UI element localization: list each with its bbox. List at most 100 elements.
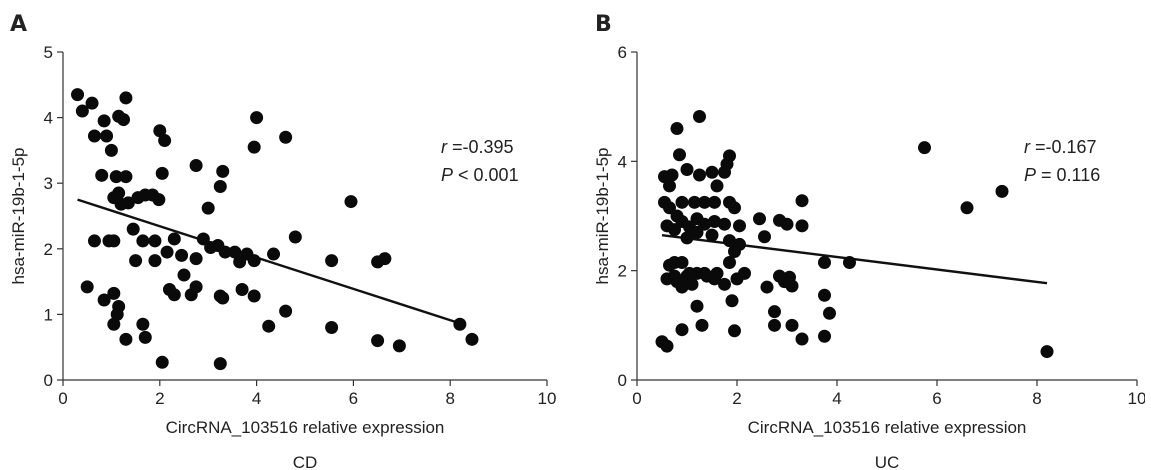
data-point	[167, 232, 181, 246]
data-point	[97, 114, 111, 128]
x-tick-label: 6	[349, 389, 358, 408]
data-point	[668, 223, 681, 237]
x-tick-label: 2	[732, 389, 741, 408]
data-point	[728, 245, 741, 259]
data-point	[155, 355, 169, 369]
data-point	[780, 217, 794, 231]
data-point	[107, 234, 121, 248]
data-point	[685, 277, 699, 291]
data-point	[247, 140, 261, 154]
data-point	[325, 321, 339, 335]
data-point	[675, 195, 689, 209]
data-point	[660, 339, 674, 353]
data-point	[723, 255, 736, 269]
data-point	[768, 318, 781, 332]
data-point	[453, 317, 467, 331]
data-point	[698, 195, 711, 209]
panel-a: A 0 2 4 6 8 10 0 1 2 3 4 5 CircRNA_103516 relative ex…	[0, 0, 560, 470]
y-tick-label: 5	[44, 43, 53, 62]
data-point	[823, 306, 836, 320]
data-point	[148, 234, 162, 248]
data-point	[960, 201, 974, 215]
data-point	[733, 219, 746, 233]
data-point	[138, 330, 152, 344]
y-axis-label: hsa-miR-19b-1-5p	[593, 148, 612, 285]
data-point	[698, 217, 711, 231]
chart-caption: CD	[293, 453, 318, 470]
data-point	[189, 280, 203, 294]
data-point	[155, 166, 169, 180]
data-point	[80, 280, 94, 294]
y-tick-label: 2	[618, 262, 627, 281]
y-tick-label: 4	[44, 109, 53, 128]
data-point	[177, 268, 191, 282]
data-point	[698, 266, 711, 280]
y-tick-label: 1	[44, 305, 53, 324]
y-tick-label: 4	[618, 152, 627, 171]
data-point	[680, 163, 694, 177]
stat-r: r =-0.395	[441, 137, 514, 157]
data-point	[153, 124, 167, 138]
data-point	[753, 212, 766, 226]
y-tick-label: 6	[618, 43, 627, 62]
data-point	[690, 299, 704, 313]
data-point	[843, 255, 856, 269]
data-point	[760, 280, 774, 294]
x-tick-label: 2	[155, 389, 164, 408]
data-point	[693, 110, 706, 124]
data-point	[995, 184, 1009, 198]
data-point	[392, 339, 406, 353]
y-tick-label: 3	[44, 174, 53, 193]
data-point	[785, 318, 799, 332]
data-point	[97, 293, 111, 307]
data-point	[728, 201, 741, 215]
panel-b: B 0 2 4 6 8 10 0 2 4 6 CircRNA_103516 relative expr…	[585, 0, 1145, 470]
data-point	[708, 272, 721, 286]
data-point	[148, 254, 162, 268]
data-point	[465, 332, 479, 346]
data-point	[288, 230, 302, 244]
data-point	[119, 91, 133, 105]
data-point	[693, 168, 706, 182]
x-tick-label: 8	[1032, 389, 1041, 408]
data-point	[371, 334, 385, 348]
data-point	[708, 214, 721, 228]
x-axis-label: CircRNA_103516 relative expression	[166, 418, 445, 437]
data-point	[129, 254, 143, 268]
data-point	[675, 255, 689, 269]
data-point	[218, 245, 232, 259]
panel-letter: B	[595, 12, 612, 37]
data-point	[119, 332, 133, 346]
data-point	[126, 222, 140, 236]
data-point	[663, 179, 676, 193]
data-point	[158, 134, 172, 148]
data-point	[216, 164, 230, 178]
y-tick-label: 0	[618, 371, 627, 390]
data-point	[279, 304, 293, 318]
data-point	[795, 194, 809, 208]
data-point	[160, 245, 174, 259]
data-point	[818, 329, 831, 343]
data-point	[201, 201, 215, 215]
data-point	[167, 288, 181, 302]
data-point	[730, 272, 744, 286]
data-point	[216, 291, 230, 305]
data-point	[267, 247, 281, 261]
data-point	[795, 219, 809, 233]
data-point	[344, 195, 358, 209]
data-point	[95, 168, 109, 182]
data-point	[117, 113, 130, 127]
data-point	[152, 193, 166, 207]
data-point	[728, 324, 741, 338]
data-point	[247, 254, 261, 268]
data-point	[675, 323, 689, 337]
data-point	[663, 201, 676, 215]
x-tick-label: 0	[58, 389, 67, 408]
data-point	[688, 195, 701, 209]
data-point	[136, 317, 150, 331]
chart-cd: A 0 2 4 6 8 10 0 1 2 3 4 5 CircRNA_103516 relative ex…	[9, 12, 556, 470]
data-point	[795, 332, 809, 346]
data-point	[87, 129, 101, 143]
data-point	[710, 179, 724, 193]
data-point	[75, 104, 89, 118]
